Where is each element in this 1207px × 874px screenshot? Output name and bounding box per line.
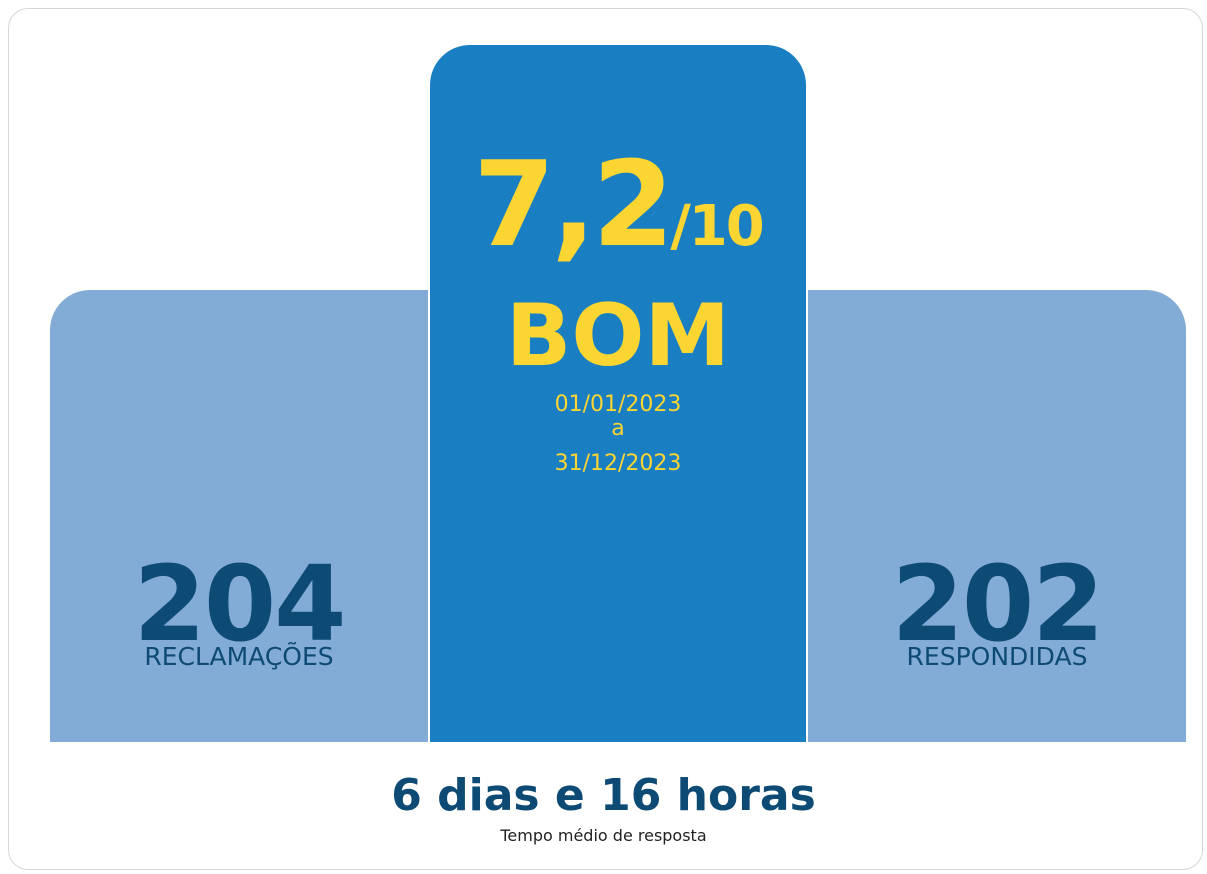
complaints-panel: 204 RECLAMAÇÕES <box>50 290 428 742</box>
complaints-number: 204 <box>133 543 346 665</box>
score-value: 7,2 <box>473 135 674 273</box>
rating: BOM <box>505 286 731 386</box>
card-frame <box>8 8 1203 870</box>
period-separator: a <box>611 416 625 441</box>
score: 7,2/10 <box>430 145 806 263</box>
period-start: 01/01/2023 <box>554 392 682 417</box>
period-end: 31/12/2023 <box>554 451 682 476</box>
answered-panel: 202 RESPONDIDAS <box>808 290 1186 742</box>
answered-label: RESPONDIDAS <box>906 642 1088 671</box>
complaints-label: RECLAMAÇÕES <box>144 642 334 671</box>
score-scale: /10 <box>670 194 764 259</box>
response-time-caption: Tempo médio de resposta <box>500 826 707 845</box>
response-time: 6 dias e 16 horas <box>391 770 816 821</box>
score-panel: 7,2/10 BOM 01/01/2023 a 31/12/2023 <box>430 45 806 742</box>
answered-number: 202 <box>891 543 1104 665</box>
